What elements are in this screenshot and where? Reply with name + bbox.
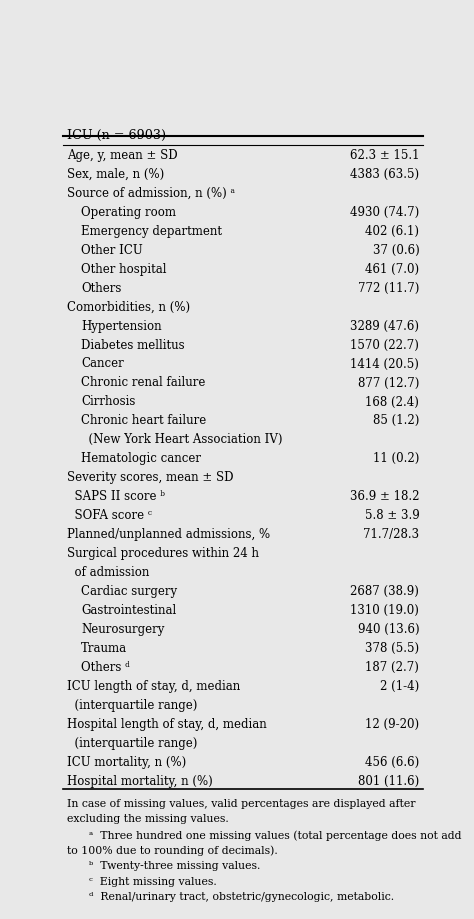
Text: Planned/unplanned admissions, %: Planned/unplanned admissions, % (66, 528, 270, 540)
Text: 772 (11.7): 772 (11.7) (358, 281, 419, 294)
Text: 11 (0.2): 11 (0.2) (373, 452, 419, 465)
Text: Gastrointestinal: Gastrointestinal (82, 604, 176, 617)
Text: 37 (0.6): 37 (0.6) (373, 244, 419, 256)
Text: Diabetes mellitus: Diabetes mellitus (82, 338, 185, 351)
Text: 3289 (47.6): 3289 (47.6) (350, 319, 419, 332)
Text: SOFA score ᶜ: SOFA score ᶜ (66, 509, 152, 522)
Text: Source of admission, n (%) ᵃ: Source of admission, n (%) ᵃ (66, 187, 235, 199)
Text: Severity scores, mean ± SD: Severity scores, mean ± SD (66, 471, 233, 484)
Text: 456 (6.6): 456 (6.6) (365, 755, 419, 768)
Text: ᶜ  Eight missing values.: ᶜ Eight missing values. (89, 876, 217, 886)
Text: ᵃ  Three hundred one missing values (total percentage does not add: ᵃ Three hundred one missing values (tota… (89, 829, 461, 840)
Text: 2687 (38.9): 2687 (38.9) (350, 584, 419, 597)
Text: Hospital length of stay, d, median: Hospital length of stay, d, median (66, 718, 266, 731)
Text: Neurosurgery: Neurosurgery (82, 622, 164, 636)
Text: (New York Heart Association IV): (New York Heart Association IV) (82, 433, 283, 446)
Text: ICU mortality, n (%): ICU mortality, n (%) (66, 755, 186, 768)
Text: 5.8 ± 3.9: 5.8 ± 3.9 (365, 509, 419, 522)
Text: (interquartile range): (interquartile range) (66, 736, 197, 749)
Text: 36.9 ± 18.2: 36.9 ± 18.2 (350, 490, 419, 503)
Text: 4383 (63.5): 4383 (63.5) (350, 167, 419, 180)
Text: Other ICU: Other ICU (82, 244, 143, 256)
Text: Chronic heart failure: Chronic heart failure (82, 414, 207, 427)
Text: 801 (11.6): 801 (11.6) (358, 775, 419, 788)
Text: Trauma: Trauma (82, 641, 128, 654)
Text: 71.7/28.3: 71.7/28.3 (363, 528, 419, 540)
Text: 1310 (19.0): 1310 (19.0) (350, 604, 419, 617)
Text: Surgical procedures within 24 h: Surgical procedures within 24 h (66, 547, 259, 560)
Text: 1414 (20.5): 1414 (20.5) (350, 357, 419, 370)
Text: Other hospital: Other hospital (82, 262, 167, 276)
Text: Age, y, mean ± SD: Age, y, mean ± SD (66, 149, 177, 162)
Text: Others: Others (82, 281, 122, 294)
Text: In case of missing values, valid percentages are displayed after: In case of missing values, valid percent… (66, 798, 415, 808)
Text: Sex, male, n (%): Sex, male, n (%) (66, 167, 164, 180)
Text: 187 (2.7): 187 (2.7) (365, 661, 419, 674)
Text: 12 (9-20): 12 (9-20) (365, 718, 419, 731)
Text: Comorbidities, n (%): Comorbidities, n (%) (66, 301, 190, 313)
Text: 940 (13.6): 940 (13.6) (357, 622, 419, 636)
Text: excluding the missing values.: excluding the missing values. (66, 813, 228, 823)
Text: Emergency department: Emergency department (82, 224, 222, 237)
Text: Hospital mortality, n (%): Hospital mortality, n (%) (66, 775, 212, 788)
Text: 4930 (74.7): 4930 (74.7) (350, 205, 419, 219)
Text: 85 (1.2): 85 (1.2) (373, 414, 419, 427)
Text: (interquartile range): (interquartile range) (66, 698, 197, 711)
Text: 378 (5.5): 378 (5.5) (365, 641, 419, 654)
Text: 877 (12.7): 877 (12.7) (358, 376, 419, 389)
Text: 1570 (22.7): 1570 (22.7) (350, 338, 419, 351)
Text: Cirrhosis: Cirrhosis (82, 395, 136, 408)
Text: ᵈ  Renal/urinary tract, obstetric/gynecologic, metabolic.: ᵈ Renal/urinary tract, obstetric/gynecol… (89, 891, 394, 902)
Text: Hypertension: Hypertension (82, 319, 162, 332)
Text: 402 (6.1): 402 (6.1) (365, 224, 419, 237)
Text: 62.3 ± 15.1: 62.3 ± 15.1 (350, 149, 419, 162)
Text: 461 (7.0): 461 (7.0) (365, 262, 419, 276)
Text: SAPS II score ᵇ: SAPS II score ᵇ (66, 490, 164, 503)
Text: 2 (1-4): 2 (1-4) (380, 679, 419, 693)
Text: Operating room: Operating room (82, 205, 176, 219)
Text: Hematologic cancer: Hematologic cancer (82, 452, 201, 465)
Text: ICU (n = 6903): ICU (n = 6903) (66, 129, 166, 142)
Text: Cancer: Cancer (82, 357, 124, 370)
Text: ICU length of stay, d, median: ICU length of stay, d, median (66, 679, 240, 693)
Text: of admission: of admission (66, 566, 149, 579)
Text: Others ᵈ: Others ᵈ (82, 661, 130, 674)
Text: ᵇ  Twenty-three missing values.: ᵇ Twenty-three missing values. (89, 860, 260, 870)
Text: 168 (2.4): 168 (2.4) (365, 395, 419, 408)
Text: to 100% due to rounding of decimals).: to 100% due to rounding of decimals). (66, 845, 277, 856)
Text: Cardiac surgery: Cardiac surgery (82, 584, 177, 597)
Text: Chronic renal failure: Chronic renal failure (82, 376, 206, 389)
